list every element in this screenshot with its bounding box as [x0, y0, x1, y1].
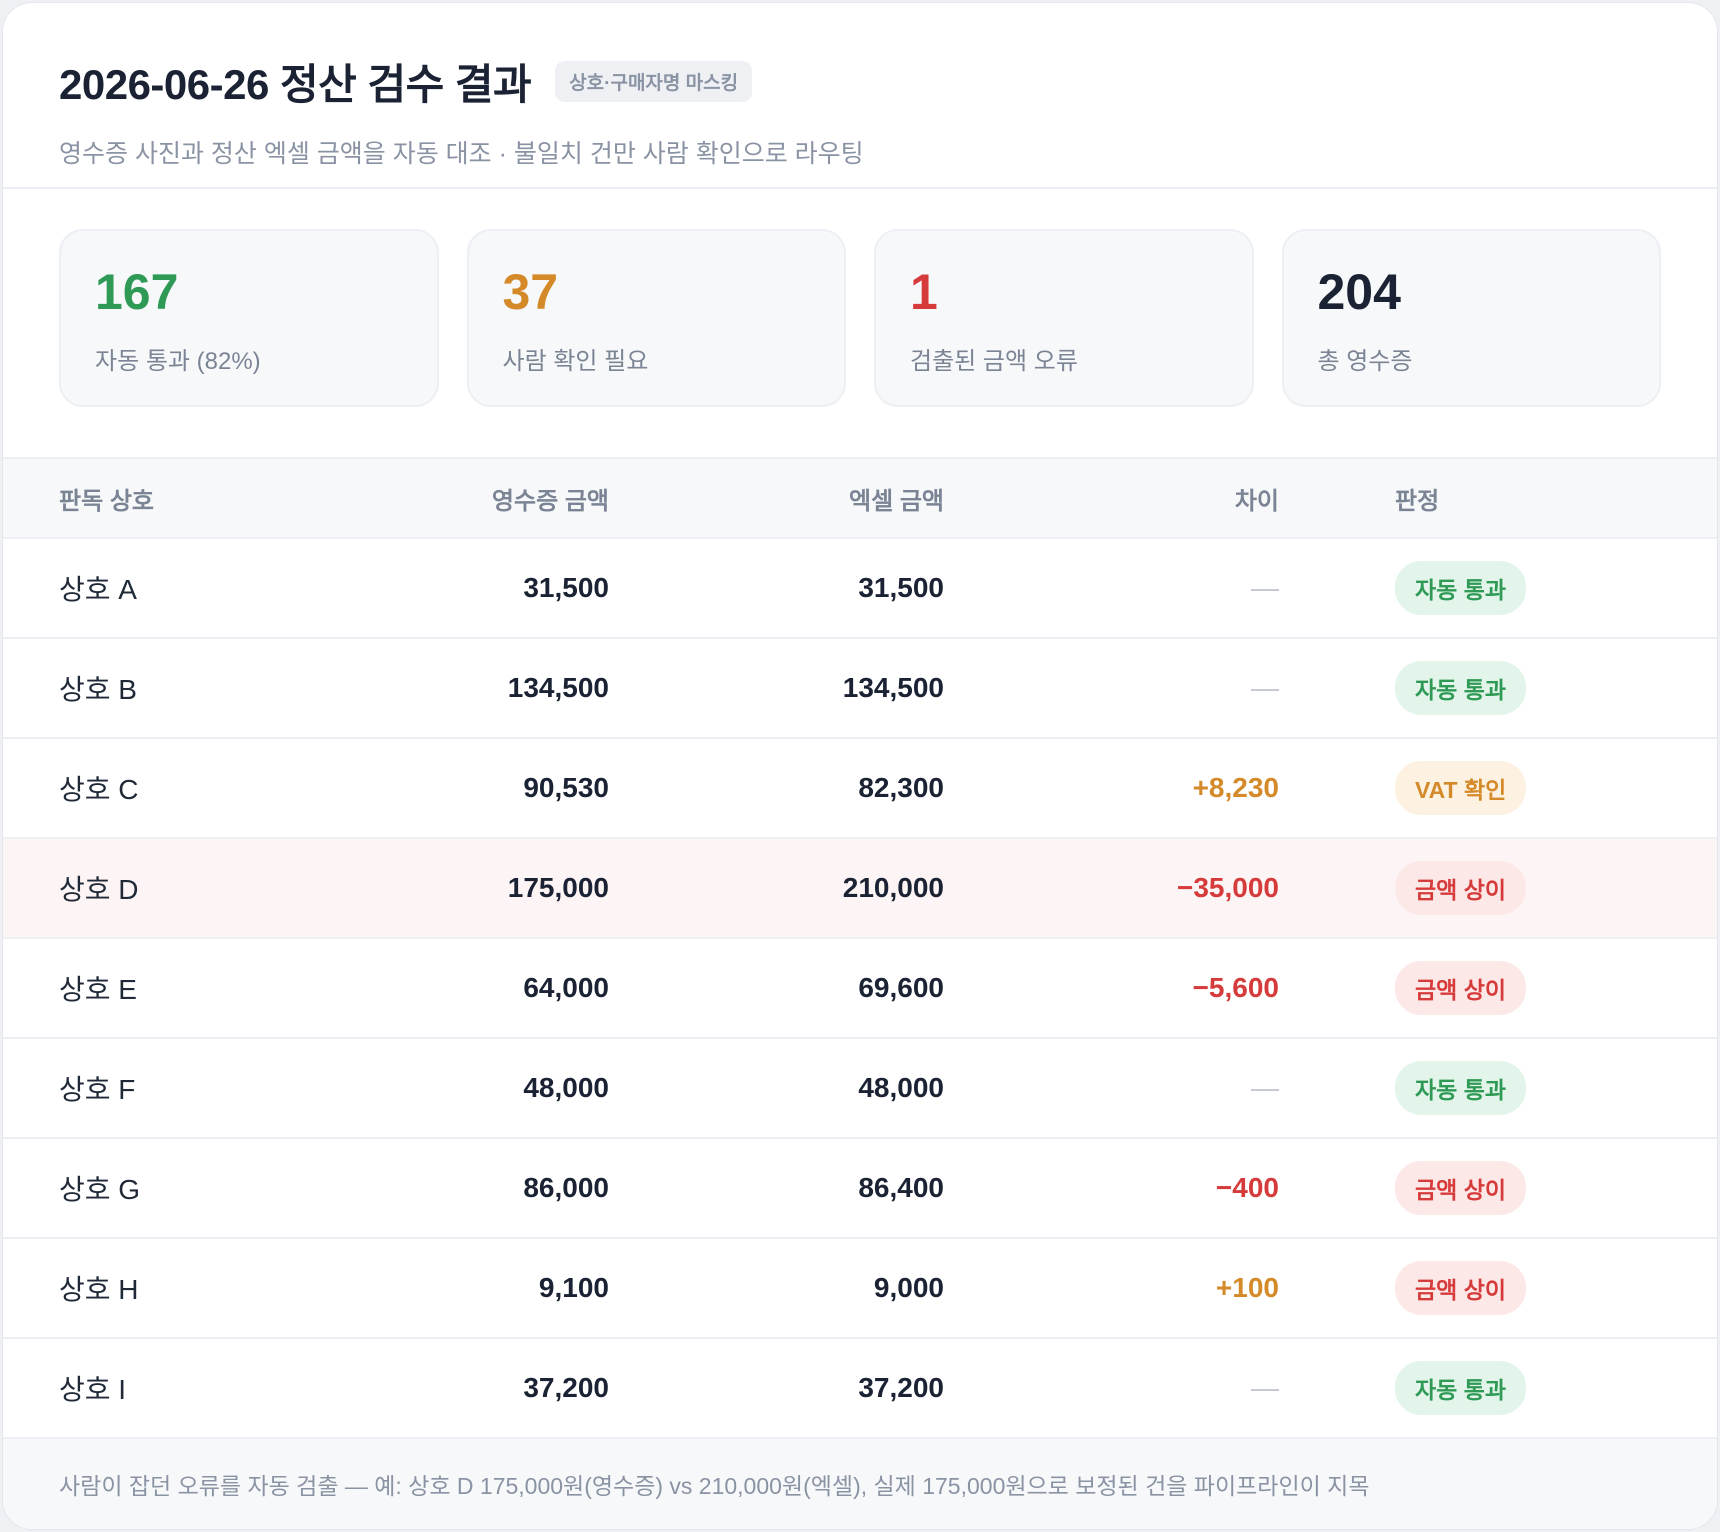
receipt-amount: 37,200 — [523, 1372, 609, 1403]
receipt-amount: 175,000 — [507, 872, 609, 903]
excel-amount: 9,000 — [873, 1272, 944, 1303]
difference: — — [1251, 1372, 1279, 1403]
header-difference[interactable]: 차이 — [1234, 487, 1279, 515]
difference: −5,600 — [1192, 972, 1279, 1003]
table-row[interactable]: 상호 I 37,200 37,200 — 자동 통과 — [3, 1339, 1717, 1439]
table-row[interactable]: 상호 F 48,000 48,000 — 자동 통과 — [3, 1039, 1717, 1139]
stat-label: 사람 확인 필요 — [502, 348, 649, 375]
stat-auto-pass: 167 자동 통과 (82%) — [59, 229, 439, 407]
verdict-badge: 자동 통과 — [1395, 561, 1527, 615]
footer-text: 사람이 잡던 오류를 자동 검출 — 예: 상호 D 175,000원(영수증)… — [59, 1473, 1370, 1499]
stat-label: 총 영수증 — [1317, 348, 1413, 375]
title-row: 2026-06-26 정산 검수 결과 상호·구매자명 마스킹 — [59, 51, 1661, 112]
table-row[interactable]: 상호 B 134,500 134,500 — 자동 통과 — [3, 639, 1717, 739]
excel-amount: 82,300 — [858, 772, 944, 803]
excel-amount: 37,200 — [858, 1372, 944, 1403]
stat-amount-errors: 1 검출된 금액 오류 — [874, 229, 1254, 407]
table-row[interactable]: 상호 A 31,500 31,500 — 자동 통과 — [3, 539, 1717, 639]
verdict-badge: 금액 상이 — [1395, 1161, 1527, 1215]
verdict-badge: 자동 통과 — [1395, 1061, 1527, 1115]
verdict-badge: 자동 통과 — [1395, 1361, 1527, 1415]
merchant-name: 상호 E — [59, 974, 137, 1005]
header: 2026-06-26 정산 검수 결과 상호·구매자명 마스킹 영수증 사진과 … — [3, 3, 1717, 189]
receipt-amount: 31,500 — [523, 572, 609, 603]
receipt-amount: 48,000 — [523, 1072, 609, 1103]
difference: — — [1251, 1072, 1279, 1103]
excel-amount: 86,400 — [858, 1172, 944, 1203]
difference: −400 — [1215, 1172, 1279, 1203]
results-table: 판독 상호 영수증 금액 엑셀 금액 차이 판정 상호 A 31,500 31,… — [3, 459, 1717, 1439]
table-header: 판독 상호 영수증 금액 엑셀 금액 차이 판정 — [3, 459, 1717, 539]
stats-summary: 167 자동 통과 (82%) 37 사람 확인 필요 1 검출된 금액 오류 … — [3, 189, 1717, 459]
stat-label: 자동 통과 (82%) — [95, 348, 261, 375]
page-title: 2026-06-26 정산 검수 결과 — [59, 61, 532, 108]
table-row[interactable]: 상호 C 90,530 82,300 +8,230 VAT 확인 — [3, 739, 1717, 839]
receipt-amount: 9,100 — [538, 1272, 609, 1303]
stat-value: 167 — [95, 264, 179, 320]
stat-human-review: 37 사람 확인 필요 — [466, 229, 846, 407]
excel-amount: 69,600 — [858, 972, 944, 1003]
difference: −35,000 — [1177, 872, 1279, 903]
difference: — — [1251, 572, 1279, 603]
verdict-badge: 금액 상이 — [1395, 1261, 1527, 1315]
verdict-badge: 금액 상이 — [1395, 961, 1527, 1015]
stat-value: 1 — [910, 264, 938, 320]
merchant-name: 상호 D — [59, 874, 139, 905]
receipt-amount: 90,530 — [523, 772, 609, 803]
excel-amount: 48,000 — [858, 1072, 944, 1103]
merchant-name: 상호 H — [59, 1274, 139, 1305]
receipt-amount: 134,500 — [507, 672, 609, 703]
merchant-name: 상호 G — [59, 1174, 141, 1205]
merchant-name: 상호 F — [59, 1074, 136, 1105]
receipt-amount: 86,000 — [523, 1172, 609, 1203]
table-row[interactable]: 상호 E 64,000 69,600 −5,600 금액 상이 — [3, 939, 1717, 1039]
difference: — — [1251, 672, 1279, 703]
merchant-name: 상호 C — [59, 774, 139, 805]
difference: +100 — [1215, 1272, 1279, 1303]
table-row[interactable]: 상호 D 175,000 210,000 −35,000 금액 상이 — [3, 839, 1717, 939]
header-excel-amount[interactable]: 엑셀 금액 — [849, 487, 944, 515]
header-name[interactable]: 판독 상호 — [59, 487, 154, 515]
verdict-badge: 금액 상이 — [1395, 861, 1527, 915]
stat-value: 37 — [502, 264, 559, 320]
excel-amount: 31,500 — [858, 572, 944, 603]
footer-note: 사람이 잡던 오류를 자동 검출 — 예: 상호 D 175,000원(영수증)… — [3, 1437, 1717, 1529]
table-row[interactable]: 상호 H 9,100 9,000 +100 금액 상이 — [3, 1239, 1717, 1339]
receipt-amount: 64,000 — [523, 972, 609, 1003]
difference: +8,230 — [1192, 772, 1279, 803]
excel-amount: 134,500 — [842, 672, 944, 703]
header-verdict[interactable]: 판정 — [1395, 487, 1440, 515]
page-subtitle: 영수증 사진과 정산 엑셀 금액을 자동 대조 · 불일치 건만 사람 확인으로… — [59, 140, 864, 168]
verdict-badge: VAT 확인 — [1395, 761, 1527, 815]
masking-badge: 상호·구매자명 마스킹 — [555, 61, 753, 102]
merchant-name: 상호 A — [59, 574, 137, 605]
excel-amount: 210,000 — [842, 872, 944, 903]
merchant-name: 상호 I — [59, 1374, 127, 1405]
stat-total-receipts: 204 총 영수증 — [1281, 229, 1661, 407]
table-row[interactable]: 상호 G 86,000 86,400 −400 금액 상이 — [3, 1139, 1717, 1239]
stat-label: 검출된 금액 오류 — [910, 348, 1078, 375]
header-receipt-amount[interactable]: 영수증 금액 — [491, 487, 609, 515]
verdict-badge: 자동 통과 — [1395, 661, 1527, 715]
merchant-name: 상호 B — [59, 674, 137, 705]
stat-value: 204 — [1317, 264, 1401, 320]
